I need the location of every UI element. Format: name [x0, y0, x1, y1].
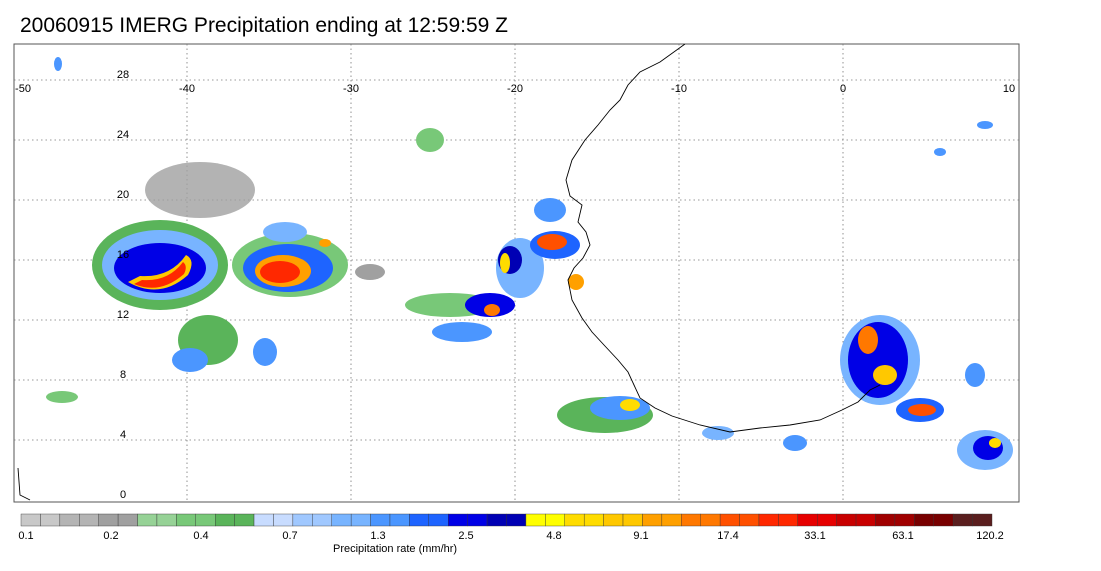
lon-label: -40 — [179, 83, 195, 95]
coastline — [17, 44, 881, 501]
lat-label: 16 — [117, 249, 129, 261]
colorbar-swatch — [79, 513, 99, 527]
lat-label: 12 — [117, 309, 129, 321]
colorbar-tick-label: 17.4 — [717, 530, 739, 542]
colorbar-swatch — [448, 513, 468, 527]
colorbar — [20, 513, 993, 527]
colorbar-swatch — [545, 513, 565, 527]
lon-label: -50 — [15, 83, 31, 95]
colorbar-swatch — [681, 513, 701, 527]
colorbar-tick-label: 2.5 — [458, 530, 474, 542]
colorbar-swatch — [234, 513, 255, 527]
colorbar-swatch — [564, 513, 585, 527]
lon-label: 0 — [840, 83, 846, 95]
colorbar-swatch — [506, 513, 527, 527]
colorbar-swatch — [700, 513, 721, 527]
colorbar-swatch — [214, 513, 235, 527]
colorbar-swatch — [817, 513, 837, 527]
colorbar-swatch — [583, 513, 604, 527]
colorbar-tick-label: 0.7 — [282, 530, 298, 542]
colorbar-swatch — [137, 513, 158, 527]
colorbar-tick-label: 9.1 — [633, 530, 649, 542]
colorbar-swatch — [350, 513, 371, 527]
colorbar-tick-label: 0.2 — [103, 530, 119, 542]
colorbar-tick-label: 33.1 — [804, 530, 826, 542]
lat-label: 0 — [120, 489, 126, 501]
lat-label: 20 — [117, 189, 129, 201]
lon-label: 10 — [1003, 83, 1015, 95]
lon-label: -10 — [671, 83, 687, 95]
colorbar-swatch — [836, 513, 857, 527]
colorbar-swatch — [312, 513, 332, 527]
colorbar-tick-label: 0.4 — [193, 530, 209, 542]
colorbar-swatch — [117, 513, 138, 527]
colorbar-title: Precipitation rate (mm/hr) — [333, 543, 458, 555]
colorbar-swatch — [409, 513, 430, 527]
colorbar-swatch — [972, 513, 993, 527]
colorbar-swatch — [875, 513, 896, 527]
colorbar-swatch — [176, 513, 196, 527]
lat-label: 24 — [117, 129, 129, 141]
colorbar-swatch — [370, 513, 391, 527]
colorbar-tick-label: 4.8 — [546, 530, 562, 542]
colorbar-swatch — [894, 513, 915, 527]
precipitation-field — [46, 57, 1013, 470]
colorbar-swatch — [156, 513, 177, 527]
colorbar-swatch — [642, 513, 663, 527]
colorbar-swatch — [855, 513, 876, 527]
colorbar-swatch — [98, 513, 119, 527]
colorbar-swatch — [622, 513, 643, 527]
colorbar-swatch — [603, 513, 624, 527]
colorbar-swatch — [273, 513, 294, 527]
longitude-labels: -50 -40 -30 -20 -10 0 10 — [15, 83, 1015, 95]
colorbar-swatch — [292, 513, 313, 527]
colorbar-swatch — [952, 513, 973, 527]
colorbar-swatch — [195, 513, 216, 527]
colorbar-swatch — [739, 513, 760, 527]
colorbar-swatch — [467, 513, 488, 527]
lat-label: 8 — [120, 369, 126, 381]
colorbar-swatch — [914, 513, 934, 527]
colorbar-swatch — [525, 513, 546, 527]
colorbar-swatch — [331, 513, 352, 527]
colorbar-swatch — [486, 513, 507, 527]
colorbar-tick-label: 63.1 — [892, 530, 914, 542]
colorbar-swatch — [59, 513, 80, 527]
colorbar-swatch — [428, 513, 449, 527]
colorbar-swatch — [758, 513, 779, 527]
colorbar-swatch — [778, 513, 799, 527]
lat-label: 28 — [117, 69, 129, 81]
colorbar-swatch — [40, 513, 61, 527]
colorbar-swatch — [661, 513, 682, 527]
colorbar-tick-label: 120.2 — [976, 530, 1004, 542]
latitude-labels: 28 24 20 16 12 8 4 0 — [117, 69, 129, 501]
colorbar-tick-label: 0.1 — [18, 530, 34, 542]
map-title: 20060915 IMERG Precipitation ending at 1… — [20, 14, 508, 37]
lon-label: -30 — [343, 83, 359, 95]
colorbar-swatch — [253, 513, 274, 527]
colorbar-swatch — [20, 513, 41, 527]
colorbar-tick-label: 1.3 — [370, 530, 386, 542]
lon-label: -20 — [507, 83, 523, 95]
colorbar-swatch — [797, 513, 818, 527]
colorbar-swatch — [933, 513, 954, 527]
colorbar-swatch — [389, 513, 410, 527]
lat-label: 4 — [120, 429, 126, 441]
colorbar-swatch — [719, 513, 740, 527]
